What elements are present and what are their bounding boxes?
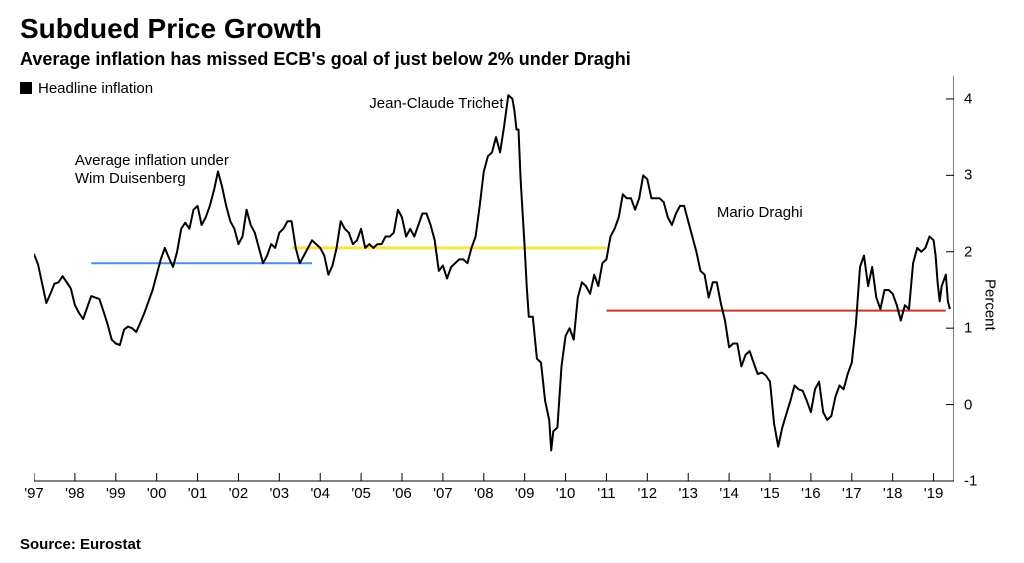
y-tick-label: 0 [964,396,972,413]
chart-subtitle: Average inflation has missed ECB's goal … [20,49,1004,70]
chart-annotation: Average inflation underWim Duisenberg [75,152,229,188]
chart-container: Subdued Price Growth Average inflation h… [0,0,1024,563]
chart-annotation: Jean-Claude Trichet [369,95,503,113]
y-tick-label: 2 [964,243,972,260]
chart-title: Subdued Price Growth [20,14,1004,45]
chart-svg [34,76,954,503]
legend-marker [20,82,32,94]
chart-plot-area: '97'98'99'00'01'02'03'04'05'06'07'08'09'… [34,76,954,503]
headline-inflation-line [34,95,950,450]
y-tick-label: 3 [964,167,972,184]
y-axis-label: Percent [982,279,999,331]
chart-source: Source: Eurostat [20,536,141,553]
y-tick-label: -1 [964,473,977,490]
y-tick-label: 4 [964,90,972,107]
chart-annotation: Mario Draghi [717,204,803,222]
y-tick-label: 1 [964,320,972,337]
